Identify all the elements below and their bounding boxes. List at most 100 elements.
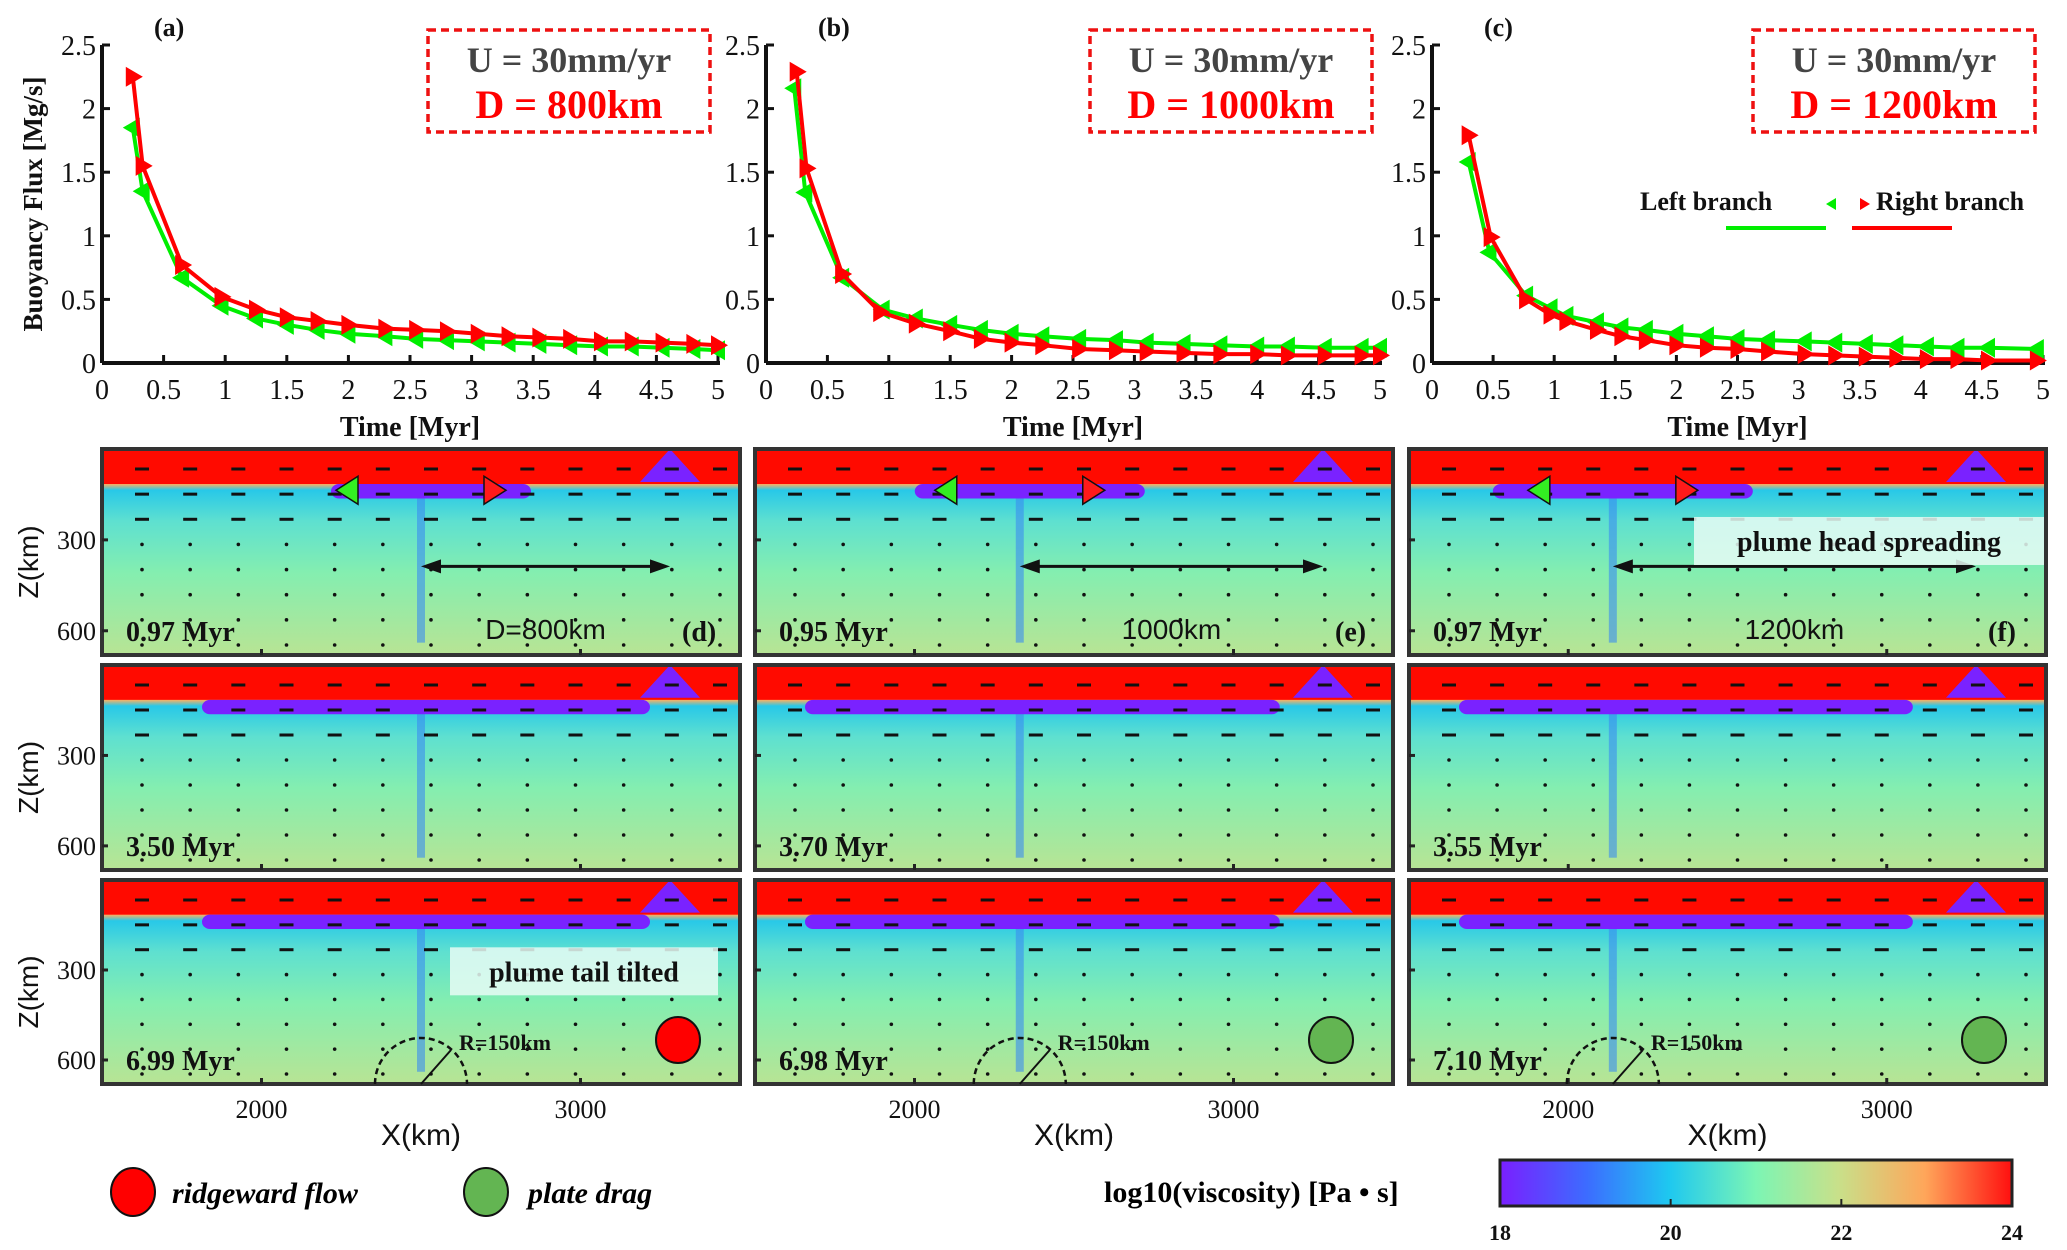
velocity-vector [381, 783, 385, 787]
velocity-vector [1447, 567, 1451, 572]
data-point [1978, 337, 1996, 358]
series-right-branch [1461, 125, 2047, 371]
velocity-vector [1831, 567, 1836, 572]
velocity-vector [188, 567, 192, 572]
y-tick-label: 1 [746, 222, 760, 253]
velocity-vector [793, 808, 797, 812]
velocity-vector [1831, 997, 1836, 1002]
x-tick-label: 3.5 [516, 375, 551, 406]
velocity-vector [429, 808, 433, 812]
data-point [501, 326, 519, 347]
x-tick-label: 1 [218, 375, 232, 406]
velocity-vector [236, 972, 241, 977]
velocity-vector [1735, 1022, 1740, 1027]
velocity-vector [573, 643, 578, 647]
velocity-vector [573, 997, 578, 1002]
plume-head [202, 914, 650, 929]
velocity-vector [1543, 592, 1547, 597]
velocity-vector [1687, 1072, 1692, 1076]
velocity-vector [140, 592, 144, 597]
panel-frame [753, 663, 1395, 872]
velocity-vector [670, 592, 674, 597]
velocity-vector [985, 858, 990, 862]
velocity-vector [621, 808, 626, 812]
x-tick-label: 0 [95, 375, 109, 406]
velocity-vector [477, 858, 481, 862]
data-point [1519, 289, 1537, 310]
velocity-vector [621, 567, 626, 572]
velocity-vector [718, 783, 722, 787]
velocity-vector [188, 1047, 192, 1051]
velocity-vector [284, 618, 289, 622]
data-point [1950, 349, 1968, 370]
velocity-vector [1082, 1047, 1086, 1051]
velocity-vector [140, 858, 144, 862]
plume-tail [417, 710, 425, 858]
velocity-vector [1178, 643, 1183, 647]
plume-head [1459, 914, 1913, 929]
data-point [686, 333, 704, 354]
velocity-vector [525, 643, 530, 647]
velocity-vector [1226, 997, 1231, 1002]
x-tick-label: 3.5 [1842, 375, 1877, 406]
velocity-vector [573, 833, 578, 837]
velocity-vector [332, 833, 337, 837]
plume-tail [1015, 924, 1024, 1072]
velocity-vector [1928, 1072, 1932, 1076]
distance-label: D = 1000km [1127, 82, 1334, 127]
velocity-vector [1831, 643, 1836, 647]
velocity-vector [236, 567, 241, 572]
plate-drag-marker [463, 1167, 509, 1217]
velocity-vector [2024, 972, 2028, 977]
velocity-vector [1495, 808, 1499, 812]
viscosity-panel: 300 600 0.97 Myr (d) D=800km [57, 447, 742, 657]
velocity-vector [1034, 643, 1038, 647]
radius-label: R=150km [1058, 1030, 1150, 1055]
velocity-vector [1274, 972, 1279, 977]
velocity-vector [1783, 972, 1788, 977]
velocity-vector [670, 833, 674, 837]
velocity-vector [1591, 1022, 1596, 1027]
data-point [1108, 340, 1126, 361]
velocity-vector [332, 542, 337, 547]
velocity-vector [332, 758, 337, 762]
velocity-vector [140, 542, 144, 547]
velocity-vector [284, 1022, 289, 1027]
velocity-vector [1323, 567, 1327, 572]
velocity-vector [1130, 1022, 1134, 1027]
velocity-label: U = 30mm/yr [1129, 40, 1333, 80]
velocity-vector [332, 1072, 337, 1076]
velocity-vector [1130, 643, 1134, 647]
velocity-vector [477, 758, 481, 762]
velocity-vector [188, 1072, 192, 1076]
velocity-vector [1495, 1072, 1499, 1076]
velocity-vector [1543, 997, 1547, 1002]
velocity-vector [1130, 1047, 1134, 1051]
series-right-branch [125, 66, 728, 356]
viscosity-panel: 300 600 2000 3000 6.99 Myr R=150km plume tail … [57, 878, 742, 1124]
time-label: 0.95 Myr [779, 617, 888, 648]
velocity-vector [1831, 618, 1836, 622]
annotation-box [450, 947, 718, 996]
velocity-vector [140, 1022, 144, 1027]
velocity-vector [332, 783, 337, 787]
velocity-vector [1735, 1072, 1740, 1076]
velocity-vector [1447, 618, 1451, 622]
velocity-vector [1831, 833, 1836, 837]
lithosphere [1409, 449, 2046, 485]
velocity-vector [1591, 758, 1596, 762]
velocity-vector [1495, 618, 1499, 622]
velocity-vector [284, 1047, 289, 1051]
velocity-vector [573, 1047, 578, 1051]
data-point [973, 328, 991, 349]
velocity-vector [1976, 833, 1980, 837]
velocity-vector [1928, 783, 1932, 787]
velocity-vector [236, 758, 241, 762]
velocity-vector [1687, 808, 1692, 812]
data-point [1483, 227, 1501, 248]
velocity-vector [188, 542, 192, 547]
velocity-vector [670, 643, 674, 647]
velocity-vector [1928, 858, 1932, 862]
velocity-vector [1178, 783, 1183, 787]
velocity-vector [793, 542, 797, 547]
